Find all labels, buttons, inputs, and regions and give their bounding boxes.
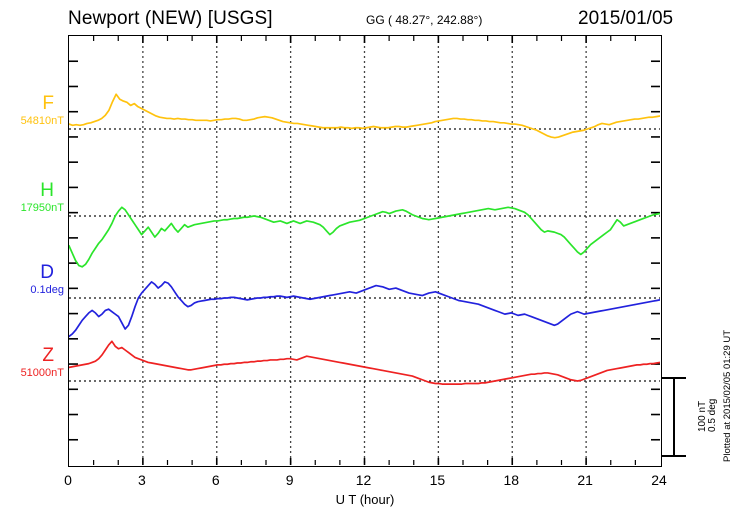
x-tick-label-6: 6: [211, 472, 220, 488]
magnetogram-traces: [69, 36, 660, 465]
x-tick-label-3: 3: [137, 472, 146, 488]
component-baseline-d: 0.1deg: [30, 284, 64, 296]
plot-area: [68, 35, 662, 467]
component-letter-z: Z: [42, 345, 54, 366]
scale-bar: [673, 378, 675, 456]
component-letter-f: F: [42, 93, 54, 114]
component-letter-h: H: [40, 180, 54, 201]
x-axis-title: U T (hour): [335, 492, 395, 507]
station-title: Newport (NEW) [USGS]: [68, 8, 273, 29]
component-baseline-h: 17950nT: [20, 202, 64, 214]
x-tick-label-24: 24: [651, 472, 667, 488]
x-tick-label-21: 21: [577, 472, 593, 488]
component-letter-d: D: [40, 262, 54, 283]
geographic-coordinates: GG ( 48.27°, 242.88°): [366, 13, 483, 27]
scale-bar-top-cap: [662, 377, 686, 379]
x-tick-label-9: 9: [285, 472, 294, 488]
plotted-at-timestamp: Plotted at 2015/02/05 01:29 UT: [722, 329, 730, 462]
x-tick-label-0: 0: [64, 472, 72, 488]
scale-bar-bottom-cap: [662, 455, 686, 457]
component-baseline-f: 54810nT: [20, 115, 64, 127]
component-baseline-z: 51000nT: [20, 367, 64, 379]
x-tick-label-15: 15: [429, 472, 446, 488]
observation-date: 2015/01/05: [578, 8, 674, 29]
scale-deg-label: 0.5 deg: [707, 398, 718, 432]
x-tick-label-12: 12: [355, 472, 372, 488]
x-tick-label-18: 18: [503, 472, 520, 488]
